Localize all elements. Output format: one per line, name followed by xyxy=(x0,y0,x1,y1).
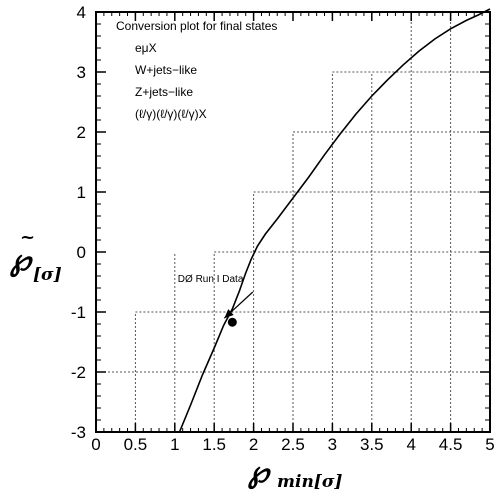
y-axis-title-sub: [σ] xyxy=(33,265,62,285)
x-tick-label: 2.5 xyxy=(281,435,305,454)
y-tick-label: 4 xyxy=(77,3,86,22)
legend-entry-multi: (ℓ/γ)(ℓ/γ)(ℓ/γ)X xyxy=(135,107,207,121)
x-tick-label: 1 xyxy=(170,435,179,454)
legend-entry-zjets: Z+jets−like xyxy=(135,85,193,99)
x-tick-label: 5 xyxy=(485,435,494,454)
x-tick-label: 0.5 xyxy=(124,435,148,454)
legend-entry-emu: eμX xyxy=(135,41,157,55)
x-axis-title-main: ℘ xyxy=(247,455,272,490)
legend: Conversion plot for final states eμX W+j… xyxy=(116,19,277,121)
annotation-arrowhead xyxy=(224,309,234,319)
data-line xyxy=(178,8,491,433)
legend-entry-wjets: W+jets−like xyxy=(135,63,197,77)
y-tick-label: -1 xyxy=(71,303,86,322)
y-tick-label: 3 xyxy=(77,63,86,82)
y-tick-label: 1 xyxy=(77,183,86,202)
x-tick-label: 3.5 xyxy=(360,435,384,454)
y-tick-label: 0 xyxy=(77,243,86,262)
data-curve-layer xyxy=(178,8,491,433)
x-tick-label: 1.5 xyxy=(202,435,226,454)
x-tick-label: 4.5 xyxy=(439,435,463,454)
y-tick-label: 2 xyxy=(77,123,86,142)
annotation-label: DØ Run I Data xyxy=(178,274,244,285)
y-tick-label: -3 xyxy=(71,423,86,442)
y-tick-label: -2 xyxy=(71,363,86,382)
x-axis-title: ℘ min[σ] xyxy=(247,455,342,491)
staircase-grid xyxy=(96,12,490,432)
x-tick-label: 0 xyxy=(91,435,100,454)
x-tick-label: 2 xyxy=(249,435,258,454)
y-axis-title-main: ℘ xyxy=(9,243,34,278)
axis-ticks: 0 0.5 1 1.5 2 2.5 3 3.5 4 4.5 5 -3 -2 -1 0 1 2 3 4 xyxy=(71,3,495,454)
x-tick-label: 4 xyxy=(406,435,415,454)
x-axis-title-sub: min[σ] xyxy=(277,472,342,491)
y-axis-title: ℘ ~ [σ] xyxy=(9,227,62,285)
data-point-marker xyxy=(227,317,237,327)
legend-title: Conversion plot for final states xyxy=(116,19,277,33)
x-tick-label: 3 xyxy=(328,435,337,454)
y-axis-title-accent: ~ xyxy=(20,227,35,248)
